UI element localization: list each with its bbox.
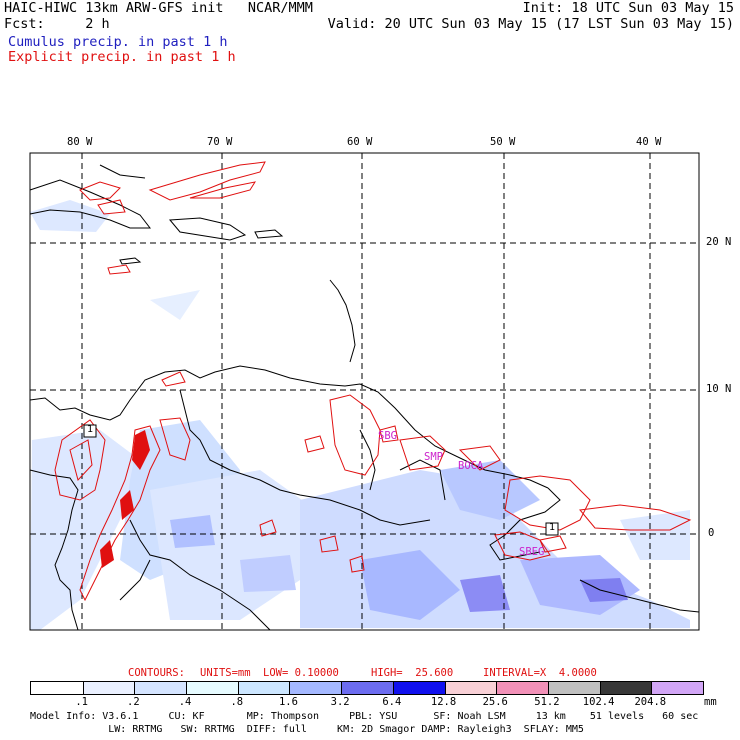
cumulus-precip-shading [30,200,690,630]
contour-marker-box [545,522,559,536]
init-time: Init: 18 UTC Sun 03 May 15 [522,0,734,16]
lat-label: 0 [708,527,715,539]
city-label-sbeg: SBEG [519,546,545,558]
colorbar-swatch [237,682,290,694]
contours-label: CONTOURS: [128,667,185,679]
colorbar-swatch [547,682,600,694]
colorbar-swatch [186,682,238,694]
precip-colorbar [30,681,704,695]
model-info-line1: Model Info: V3.6.1 CU: KF MP: Thompson P… [30,711,699,722]
colorbar-swatch [134,682,187,694]
legend-cumulus: Cumulus precip. in past 1 h [8,34,228,50]
colorbar-swatch [82,682,135,694]
contour-marker-label: 1 [549,522,556,533]
colorbar-unit: mm [704,696,717,708]
forecast-hour: Fcst: 2 h [4,16,110,32]
contours-high: HIGH= 25.600 [371,667,454,679]
colorbar-swatch [341,682,393,694]
colorbar-tick-label: 3.2 [330,696,350,708]
colorbar-swatch [31,682,83,694]
colorbar-tick-label: 6.4 [382,696,402,708]
colorbar-tick-label: .8 [230,696,244,708]
legend-explicit: Explicit precip. in past 1 h [8,49,236,65]
lon-label: 40 W [636,136,662,148]
map-frame [29,152,700,631]
explicit-precip-heavy [100,430,150,568]
lon-label: 60 W [347,136,373,148]
colorbar-swatch [651,682,703,694]
contour-marker-label: 1 [87,424,94,435]
city-label-sbg: SBG [378,430,397,442]
lat-label: 10 N [706,383,732,395]
colorbar-tick-label: 204.8 [634,696,667,708]
contour-marker-box [83,424,97,438]
city-label-smp: SMP [424,451,443,463]
contours-low: LOW= 0.10000 [263,667,339,679]
colorbar-swatch [392,682,445,694]
colorbar-swatch [496,682,548,694]
colorbar-tick-label: 51.2 [534,696,560,708]
colorbar-swatch [289,682,342,694]
lat-label: 20 N [706,236,732,248]
colorbar-tick-label: 102.4 [582,696,615,708]
colorbar-swatch [599,682,652,694]
coastlines [29,164,700,631]
colorbar-tick-label: .4 [178,696,192,708]
colorbar-tick-label: .1 [75,696,89,708]
lon-label: 80 W [67,136,93,148]
contours-interval: INTERVAL=X 4.0000 [483,667,597,679]
model-info-line2: LW: RRTMG SW: RRTMG DIFF: full KM: 2D Sm… [30,724,584,735]
colorbar-tick-label: .2 [127,696,140,708]
colorbar-tick-label: 1.6 [278,696,298,708]
contours-units: UNITS=mm [200,667,251,679]
model-title: HAIC-HIWC 13km ARW-GFS init NCAR/MMM [4,0,313,16]
city-label-boca: BOCA [458,460,484,472]
colorbar-tick-label: 12.8 [430,696,457,708]
lat-lon-grid [30,153,699,630]
lon-label: 70 W [207,136,233,148]
lon-label: 50 W [490,136,516,148]
valid-time: Valid: 20 UTC Sun 03 May 15 (17 LST Sun … [327,16,734,32]
colorbar-swatch [444,682,497,694]
colorbar-tick-label: 25.6 [482,696,508,708]
